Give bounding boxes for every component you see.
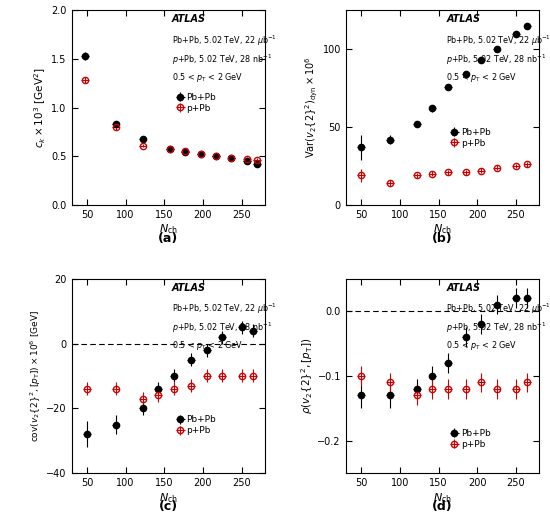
Y-axis label: $c_k \times 10^{3}\ \mathrm{[GeV^2]}$: $c_k \times 10^{3}\ \mathrm{[GeV^2]}$ (33, 68, 48, 148)
Y-axis label: $\mathrm{Var}(v_2\{2\}^2)_\mathrm{dyn} \times 10^{6}$: $\mathrm{Var}(v_2\{2\}^2)_\mathrm{dyn} \… (304, 57, 320, 159)
Text: (c): (c) (158, 500, 178, 513)
Text: ATLAS: ATLAS (172, 283, 206, 293)
Text: ATLAS: ATLAS (446, 14, 480, 24)
Text: $p$+Pb, 5.02 TeV, 28 nb$^{-1}$: $p$+Pb, 5.02 TeV, 28 nb$^{-1}$ (172, 52, 272, 67)
X-axis label: $N_\mathrm{ch}$: $N_\mathrm{ch}$ (433, 223, 452, 236)
X-axis label: $N_\mathrm{ch}$: $N_\mathrm{ch}$ (158, 223, 178, 236)
Text: ATLAS: ATLAS (446, 283, 480, 293)
Y-axis label: $\mathrm{cov}(v_2\{2\}^2,[p_\mathrm{T}]) \times 10^{6}\ \mathrm{[GeV]}$: $\mathrm{cov}(v_2\{2\}^2,[p_\mathrm{T}])… (29, 310, 43, 442)
X-axis label: $N_\mathrm{ch}$: $N_\mathrm{ch}$ (433, 491, 452, 504)
Text: (b): (b) (432, 232, 453, 245)
Text: 0.5 < $p_\mathrm{T}$ < 2 GeV: 0.5 < $p_\mathrm{T}$ < 2 GeV (446, 339, 518, 352)
Text: $p$+Pb, 5.02 TeV, 28 nb$^{-1}$: $p$+Pb, 5.02 TeV, 28 nb$^{-1}$ (172, 320, 272, 335)
Y-axis label: $\rho(v_2\{2\}^2,[p_\mathrm{T}])$: $\rho(v_2\{2\}^2,[p_\mathrm{T}])$ (299, 338, 315, 414)
Text: Pb+Pb, 5.02 TeV, 22 $\mu$b$^{-1}$: Pb+Pb, 5.02 TeV, 22 $\mu$b$^{-1}$ (172, 34, 277, 48)
Text: Pb+Pb, 5.02 TeV, 22 $\mu$b$^{-1}$: Pb+Pb, 5.02 TeV, 22 $\mu$b$^{-1}$ (446, 34, 550, 48)
Text: 0.5 < $p_\mathrm{T}$ < 2 GeV: 0.5 < $p_\mathrm{T}$ < 2 GeV (172, 71, 243, 84)
Text: (a): (a) (158, 232, 178, 245)
Text: 0.5 < $p_\mathrm{T}$ < 2 GeV: 0.5 < $p_\mathrm{T}$ < 2 GeV (446, 71, 518, 84)
Text: (d): (d) (432, 500, 453, 513)
Text: 0.5 < $p_\mathrm{T}$ < 2 GeV: 0.5 < $p_\mathrm{T}$ < 2 GeV (172, 339, 243, 352)
Legend: Pb+Pb, p+Pb: Pb+Pb, p+Pb (177, 415, 216, 435)
Legend: Pb+Pb, p+Pb: Pb+Pb, p+Pb (451, 128, 491, 148)
Text: Pb+Pb, 5.02 TeV, 22 $\mu$b$^{-1}$: Pb+Pb, 5.02 TeV, 22 $\mu$b$^{-1}$ (446, 302, 550, 317)
Legend: Pb+Pb, p+Pb: Pb+Pb, p+Pb (177, 93, 216, 112)
Text: Pb+Pb, 5.02 TeV, 22 $\mu$b$^{-1}$: Pb+Pb, 5.02 TeV, 22 $\mu$b$^{-1}$ (172, 302, 277, 317)
Text: ATLAS: ATLAS (172, 14, 206, 24)
Text: $p$+Pb, 5.02 TeV, 28 nb$^{-1}$: $p$+Pb, 5.02 TeV, 28 nb$^{-1}$ (446, 52, 547, 67)
Legend: Pb+Pb, p+Pb: Pb+Pb, p+Pb (451, 429, 491, 449)
X-axis label: $N_\mathrm{ch}$: $N_\mathrm{ch}$ (158, 491, 178, 504)
Text: $p$+Pb, 5.02 TeV, 28 nb$^{-1}$: $p$+Pb, 5.02 TeV, 28 nb$^{-1}$ (446, 320, 547, 335)
